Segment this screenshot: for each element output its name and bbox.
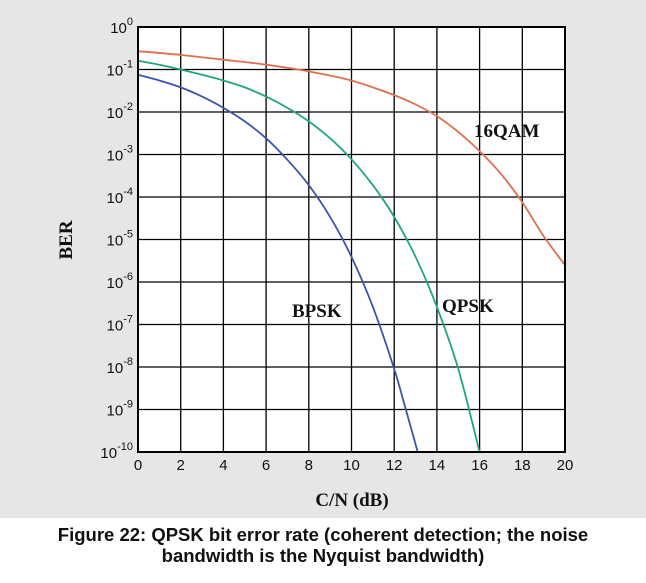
x-tick-label: 8 <box>305 457 313 474</box>
x-axis-label: C/N (dB) <box>315 490 388 511</box>
y-tick-label: 100 <box>110 16 133 37</box>
caption-line-2: bandwidth is the Nyquist bandwidth) <box>161 545 485 566</box>
x-tick-labels: 0 2 4 6 8 10 12 14 16 18 20 <box>134 457 574 474</box>
y-tick-label: 10-5 <box>107 229 133 250</box>
x-tick-label: 6 <box>262 457 270 474</box>
series-label-qpsk: QPSK <box>442 296 494 317</box>
x-tick-label: 18 <box>514 457 531 474</box>
x-tick-label: 10 <box>343 457 360 474</box>
series-label-bpsk: BPSK <box>292 301 342 322</box>
series-label-16qam: 16QAM <box>474 121 540 142</box>
plot-border <box>137 26 566 453</box>
x-tick-label: 16 <box>471 457 488 474</box>
x-tick-label: 2 <box>177 457 185 474</box>
series-line-16qam <box>137 50 566 266</box>
x-tick-label: 4 <box>219 457 227 474</box>
y-tick-label: 10-9 <box>107 399 133 420</box>
y-tick-label: 10-10 <box>100 441 133 462</box>
figure-caption: Figure 22: QPSK bit error rate (coherent… <box>0 524 646 566</box>
ber-chart: 10010-110-210-310-410-510-610-710-810-91… <box>56 16 574 511</box>
y-tick-label: 10-6 <box>107 271 133 292</box>
x-tick-label: 0 <box>134 457 142 474</box>
x-tick-label: 14 <box>429 457 446 474</box>
series-line-bpsk <box>137 73 419 453</box>
y-tick-label: 10-2 <box>107 101 133 122</box>
x-tick-label: 20 <box>557 457 574 474</box>
y-tick-labels: 100 10-1 10-2 10-3 10-4 10-5 10-6 10-7 10-8 10-9 1… <box>100 16 133 462</box>
y-tick-label: 10-3 <box>107 144 133 165</box>
series-line-qpsk <box>137 59 481 453</box>
y-tick-label: 10-1 <box>107 59 133 80</box>
y-tick-label: 10-8 <box>107 356 133 377</box>
y-tick-label: 10-4 <box>107 186 133 207</box>
curves <box>137 50 566 453</box>
y-tick-label: 10-7 <box>107 314 133 335</box>
figure-panel: 100 10-1 10-2 10-3 10-4 10-5 10-6 10-7 10-8 10-9 1… <box>0 0 646 518</box>
x-tick-label: 12 <box>386 457 403 474</box>
y-axis-label: BER <box>56 220 77 259</box>
caption-line-1: Figure 22: QPSK bit error rate (coherent… <box>57 524 589 545</box>
